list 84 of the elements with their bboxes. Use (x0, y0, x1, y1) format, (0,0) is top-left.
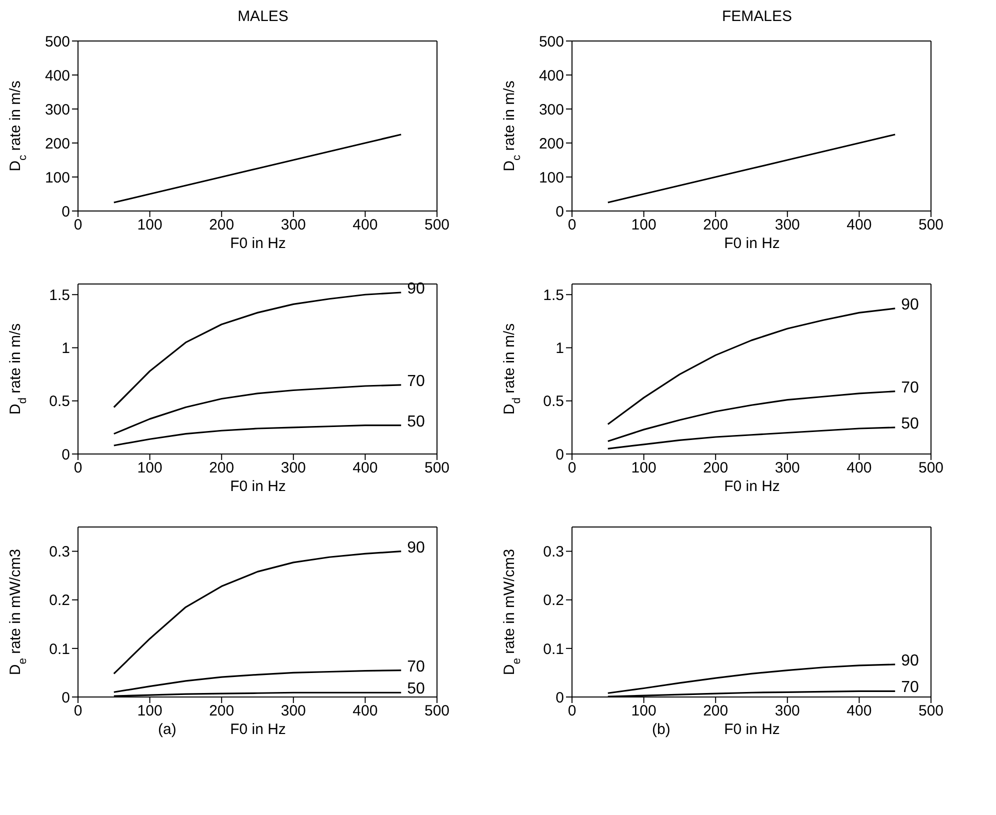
series-label: 90 (901, 296, 919, 314)
x-tick-label: 0 (74, 460, 82, 477)
y-tick-label: 0.1 (49, 640, 70, 658)
text: (a) (158, 721, 176, 738)
x-axis-title: F0 in Hz (229, 235, 287, 252)
y-tick-label: 200 (538, 135, 564, 152)
x-tick-label: 300 (280, 216, 306, 234)
x-tick-label: 200 (209, 216, 234, 234)
series-label: 70 (407, 658, 425, 676)
y-tick-label: 100 (44, 169, 70, 186)
y-tick-label: 0.2 (543, 592, 564, 610)
x-tick-label: 200 (209, 460, 234, 477)
x-tick-label: 300 (280, 702, 306, 720)
x-tick-label: 400 (846, 216, 872, 234)
series-label: 90 (407, 539, 425, 556)
y-tick-label: 0 (62, 203, 70, 220)
x-tick-label: 100 (137, 216, 162, 234)
x-tick-label: 500 (918, 216, 944, 234)
x-tick-label: 100 (137, 702, 162, 720)
y-tick-label: 1 (62, 340, 70, 358)
x-tick-label: 100 (137, 460, 162, 477)
y-tick-label: 0.2 (49, 592, 70, 610)
x-tick-label: 0 (74, 702, 82, 720)
y-tick-label: 1.5 (543, 286, 564, 304)
chart-title: FEMALES (720, 8, 794, 27)
y-tick-label: 0 (62, 689, 70, 706)
y-tick-label: 500 (44, 33, 70, 50)
y-tick-label: 0 (62, 446, 70, 464)
x-tick-label: 500 (918, 460, 944, 477)
y-tick-label: 0.5 (543, 393, 564, 410)
x-tick-label: 500 (424, 702, 450, 720)
y-tick-label: 500 (538, 33, 564, 50)
y-tick-label: 0.5 (49, 393, 70, 410)
series-label: 50 (901, 415, 919, 432)
x-tick-label: 300 (774, 216, 800, 234)
y-tick-label: 1 (556, 340, 564, 358)
x-tick-label: 0 (568, 702, 576, 720)
y-tick-label: 0 (556, 689, 564, 706)
x-axis-title: F0 in Hz (230, 721, 286, 738)
x-axis-title: F0 in Hz (229, 478, 287, 495)
y-tick-label: 400 (538, 67, 564, 84)
x-tick-label: 400 (352, 460, 378, 477)
series-label: 90 (901, 652, 919, 670)
x-tick-label: 200 (703, 460, 728, 477)
x-tick-label: 0 (568, 216, 576, 234)
x-tick-label: 0 (74, 216, 82, 234)
x-axis-title: F0 in Hz (723, 235, 781, 252)
x-tick-label: 100 (631, 460, 656, 477)
x-tick-label: 100 (631, 216, 656, 234)
y-tick-label: 100 (538, 169, 564, 186)
y-tick-label: 200 (44, 135, 70, 152)
x-tick-label: 400 (846, 702, 872, 720)
x-axis-title: F0 in Hz (724, 721, 780, 738)
series-label: 50 (407, 413, 425, 430)
x-tick-label: 400 (352, 702, 378, 720)
y-tick-label: 1.5 (49, 286, 70, 304)
series-label: 70 (407, 372, 425, 390)
x-tick-label: 300 (774, 460, 800, 477)
y-tick-label: 0.3 (543, 544, 564, 561)
x-tick-label: 300 (280, 460, 306, 477)
y-tick-label: 0.1 (543, 640, 564, 658)
series-label: 70 (901, 679, 919, 696)
x-tick-label: 200 (703, 702, 728, 720)
x-tick-label: 200 (703, 216, 728, 234)
chart-title: MALES (236, 8, 290, 27)
x-tick-label: 300 (774, 702, 800, 720)
x-tick-label: 500 (918, 702, 944, 720)
y-tick-label: 0 (556, 446, 564, 464)
x-tick-label: 500 (424, 216, 450, 234)
y-tick-label: 400 (44, 67, 70, 84)
x-axis-title: F0 in Hz (723, 478, 781, 495)
x-tick-label: 100 (631, 702, 656, 720)
x-tick-label: 200 (209, 702, 234, 720)
y-tick-label: 300 (44, 101, 70, 118)
x-tick-label: 400 (352, 216, 378, 234)
y-tick-label: 0 (556, 203, 564, 220)
y-tick-label: 300 (538, 101, 564, 118)
y-tick-label: 0.3 (49, 544, 70, 561)
series-label: 50 (407, 680, 425, 698)
text: (b) (652, 721, 670, 738)
x-tick-label: 500 (424, 460, 450, 477)
x-tick-label: 0 (568, 460, 576, 477)
series-label: 70 (901, 379, 919, 396)
x-tick-label: 400 (846, 460, 872, 477)
